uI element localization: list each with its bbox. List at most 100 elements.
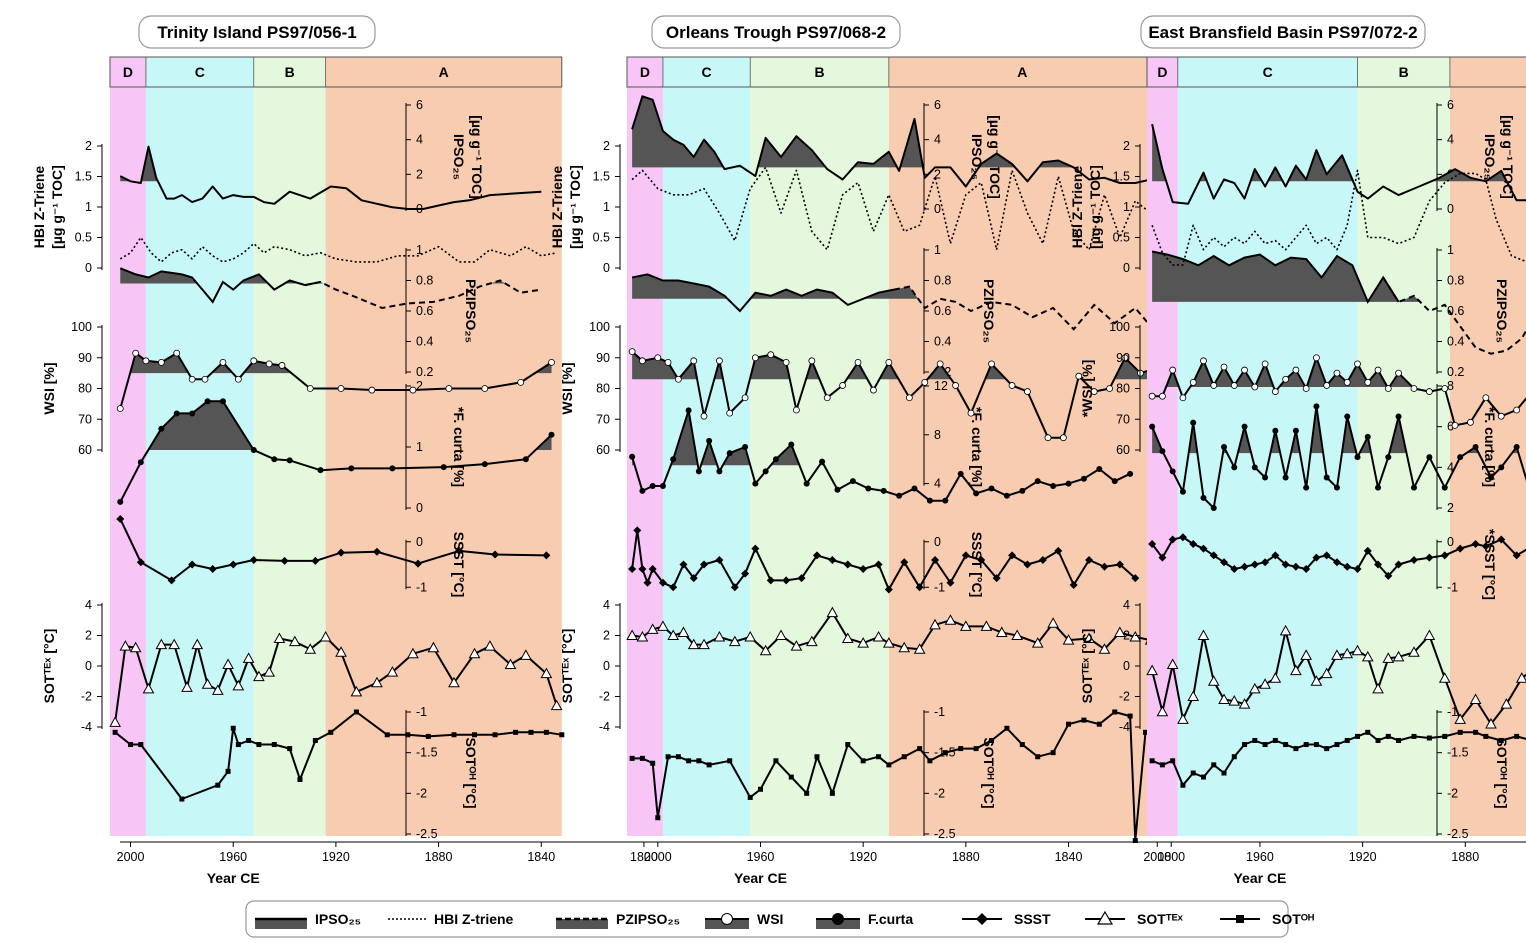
sottex-legend-label: SOTᵀᴱˣ xyxy=(1137,911,1184,927)
sotoh-point xyxy=(1303,742,1309,748)
fcurta-axis-title: *F. curta [%] xyxy=(451,407,467,487)
sotoh-point xyxy=(1180,782,1186,788)
sotoh-point xyxy=(1313,742,1319,748)
sotoh-point xyxy=(112,729,118,735)
fcurta-point xyxy=(973,490,980,497)
pz-fill-area xyxy=(632,274,919,299)
ipso-tick-label: 0 xyxy=(1447,202,1454,216)
wsi-tick-label: 70 xyxy=(596,412,610,426)
hbi-axis-unit: [µg g⁻¹ TOC] xyxy=(567,165,583,249)
wsi-line xyxy=(631,350,1151,439)
ipso-tick-label: 6 xyxy=(934,98,941,112)
sottex-point xyxy=(626,629,638,640)
wsi-point xyxy=(1313,354,1320,362)
sottex-point xyxy=(263,666,276,677)
hbi-tick-label: 2 xyxy=(1123,139,1130,153)
ssst-point xyxy=(797,574,806,583)
wsi-point xyxy=(1451,421,1459,429)
x-tick-label: 1800 xyxy=(1157,850,1185,864)
pz-line xyxy=(631,273,895,313)
ssst-point xyxy=(1158,553,1167,562)
sotoh-point xyxy=(1132,838,1138,844)
pz-axis-title: PZIPSO₂₅ xyxy=(463,279,479,343)
pz-axis: 0.20.40.60.81 xyxy=(923,243,951,379)
fcurta-point xyxy=(1096,465,1103,472)
ssst-point xyxy=(1312,553,1321,562)
hbi-tick-label: 0.5 xyxy=(593,231,610,245)
wsi-point xyxy=(132,349,140,357)
wsi-point xyxy=(988,360,995,368)
sottex-tick-label: -2 xyxy=(599,690,610,704)
wsi-point xyxy=(726,409,734,417)
wsi-point xyxy=(664,358,672,366)
legend-item-hbi: HBI Z-triene xyxy=(388,911,514,927)
ssst-point xyxy=(280,556,289,565)
sotoh-legend-label: SOTᴼᴴ xyxy=(1272,911,1314,927)
ssst-legend-label: SSST xyxy=(1014,911,1051,927)
wsi-point xyxy=(368,386,376,394)
fcurta-point xyxy=(1323,474,1330,481)
fcurta-tick-label: 6 xyxy=(1447,420,1454,434)
wsi-axis: 60 70 80 90 100 xyxy=(1109,320,1141,457)
pz-tick-label: 0.4 xyxy=(934,335,951,349)
ipso-tick-label: 0 xyxy=(934,202,941,216)
sotoh-point xyxy=(287,746,293,752)
fcurta-point xyxy=(204,398,211,405)
pz-line-dashed xyxy=(1382,276,1526,355)
sottex-point xyxy=(201,678,214,689)
fcurta-point xyxy=(1498,464,1505,471)
wsi-point xyxy=(1210,382,1218,389)
sottex-point xyxy=(1331,649,1343,660)
hbi-axis-unit: [µg g⁻¹ TOC] xyxy=(1087,165,1103,249)
sottex-point xyxy=(1423,629,1436,640)
sottex-point xyxy=(319,630,332,642)
ssst-point xyxy=(1131,574,1140,583)
sotoh-point xyxy=(665,754,671,760)
zone-A-band xyxy=(888,57,1156,836)
sotoh-point xyxy=(513,729,519,735)
wsi-point xyxy=(201,375,209,383)
sottex-point xyxy=(667,629,680,640)
sottex-point xyxy=(155,638,168,650)
sotoh-point xyxy=(1112,709,1118,715)
sotoh-point xyxy=(215,782,221,788)
wsi-tick-label: 60 xyxy=(1116,443,1130,457)
ssst-point xyxy=(1054,546,1063,555)
ssst-point xyxy=(1384,571,1393,580)
wsi-point xyxy=(1230,382,1238,389)
sottex-point xyxy=(1485,717,1497,729)
x-tick-label: 1840 xyxy=(527,850,555,864)
x-tick-label: 2000 xyxy=(1143,850,1171,864)
sottex-point xyxy=(1238,698,1251,709)
sotoh-axis-title: SOTᴼᴴ [°C] xyxy=(1494,737,1510,808)
fcurta-point xyxy=(548,431,555,438)
sottex-tick-label: 4 xyxy=(85,598,92,612)
sottex-point xyxy=(232,679,245,691)
sottex-line xyxy=(114,636,558,723)
sotoh-point xyxy=(1127,713,1133,719)
ssst-point xyxy=(1199,544,1208,553)
sottex-axis-title: SOTᵀᴱˣ [°C] xyxy=(1079,629,1095,704)
sottex-tick-label: -4 xyxy=(599,720,610,734)
ssst-point xyxy=(1471,540,1480,549)
legend: IPSO₂₅ HBI Z-triene PZIPSO₂₅ WSI F.curta SSST… xyxy=(245,900,1314,938)
fcurta-point xyxy=(942,497,949,504)
sotoh-point xyxy=(757,786,763,792)
sotoh-point xyxy=(958,746,964,752)
sotoh-point xyxy=(1473,729,1479,735)
fcurta-point xyxy=(1385,454,1392,461)
sottex-point xyxy=(222,658,234,669)
wsi-point xyxy=(1384,385,1392,392)
sottex-point xyxy=(427,641,440,653)
sottex-tick-label: 4 xyxy=(1123,598,1130,612)
ssst-point xyxy=(1069,580,1078,589)
ipso-axis-title: IPSO₂₅ xyxy=(969,134,985,180)
sottex-tick-label: -4 xyxy=(1119,720,1130,734)
hbi-axis-title: HBI Z-Triene xyxy=(31,166,47,249)
sottex-point xyxy=(1392,650,1405,662)
hbi-tick-label: 0.5 xyxy=(75,231,92,245)
pz-line xyxy=(1151,250,1400,305)
sottex-point xyxy=(129,641,142,653)
sottex-point xyxy=(119,640,132,651)
